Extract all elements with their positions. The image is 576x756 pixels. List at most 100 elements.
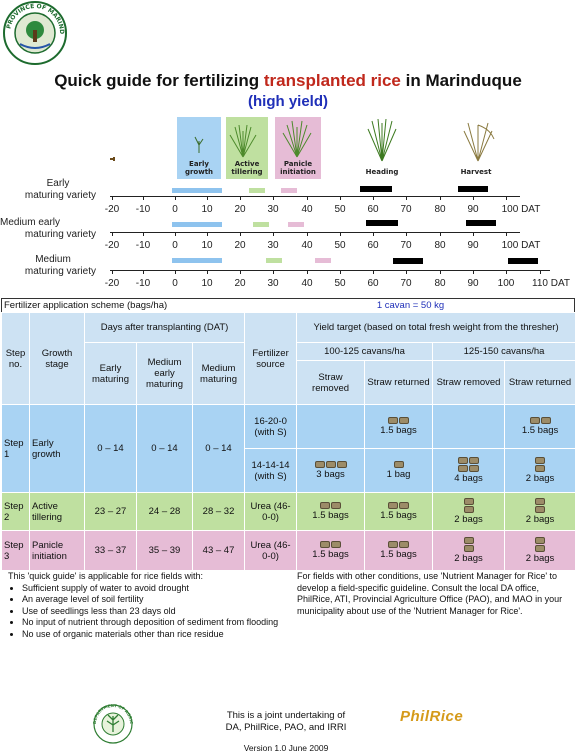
step2-fert: Urea (46-0-0) — [244, 492, 298, 531]
notes-left-intro: This 'quick guide' is applicable for ric… — [8, 571, 204, 581]
philrice-logo: PhilRice — [400, 708, 464, 725]
step3-stage: Panicle initiation — [29, 530, 85, 571]
header-yield-target: Yield target (based on total fresh weigh… — [296, 312, 576, 343]
header-growth-stage: Growth stage — [29, 312, 85, 405]
bar-medium-early-step3 — [288, 222, 304, 227]
fertilizer-table: Step no. Growth stage Days after transpl… — [1, 312, 576, 571]
stage-label-active-tillering: Active tillering — [231, 160, 263, 176]
bar-medium-step1 — [172, 258, 222, 263]
step1-b-cell2: 1 bag — [364, 448, 434, 493]
step2-cell1: 1.5 bags — [296, 492, 366, 531]
bag-icons — [320, 541, 342, 548]
title-prefix: Quick guide for fertilizing — [54, 71, 264, 90]
table-row-step2: Step 2 Active tillering 23 – 27 24 – 28 … — [1, 492, 576, 531]
stage-label-harvest: Harvest — [460, 168, 492, 176]
list-item: No input of nutrient through deposition … — [22, 617, 283, 629]
table-row-step3: Step 3 Panicle initiation 33 – 37 35 – 3… — [1, 530, 576, 571]
provincial-seal-logo: PROVINCE OF MARINDUQUE · OFFICIAL SEAL · — [0, 0, 67, 65]
step2-stage: Active tillering — [29, 492, 85, 531]
step1-medium-early: 0 – 14 — [136, 404, 193, 493]
bar-early-step2 — [249, 188, 265, 193]
cavan-conversion: 1 cavan = 50 kg — [376, 300, 445, 311]
header-straw-returned-2: Straw returned — [504, 360, 576, 405]
step1-medium: 0 – 14 — [191, 404, 246, 493]
notes-left: This 'quick guide' is applicable for ric… — [8, 571, 283, 640]
step1-a-cell3 — [432, 404, 506, 449]
header-yield-125-150: 125-150 cavans/ha — [432, 342, 576, 361]
department-of-agriculture-logo: DEPARTMENT OF AGRICULTURE — [90, 702, 134, 744]
bar-early-harvest — [458, 186, 488, 192]
header-fertilizer-source: Fertilizer source — [244, 312, 298, 405]
step2-medium-early: 24 – 28 — [136, 492, 193, 531]
step3-cell2: 1.5 bags — [364, 530, 434, 571]
timeline-label-early: Early maturing variety — [24, 178, 96, 201]
step3-cell1: 1.5 bags — [296, 530, 366, 571]
bag-icons — [314, 461, 347, 468]
bag-icons — [534, 498, 546, 513]
step2-early: 23 – 27 — [84, 492, 137, 531]
header-step-no: Step no. — [1, 312, 30, 405]
step2-medium: 28 – 32 — [191, 492, 246, 531]
step2-cell4: 2 bags — [504, 492, 576, 531]
table-row-step1b: 14-14-14 (with S) 3 bags 1 bag 4 bags 2 … — [2, 448, 576, 493]
step2-cell2: 1.5 bags — [364, 492, 434, 531]
step3-medium-early: 35 – 39 — [136, 530, 193, 571]
notes-left-list: Sufficient supply of water to avoid drou… — [8, 583, 283, 641]
stage-label-panicle-initiation: Panicle initiation — [280, 160, 316, 176]
scheme-header: Fertilizer application scheme (bags/ha) … — [1, 298, 575, 313]
list-item: Use of seedlings less than 23 days old — [22, 606, 283, 618]
step3-early: 33 – 37 — [84, 530, 137, 571]
joint-undertaking-text: This is a joint undertaking of DA, PhilR… — [225, 710, 347, 733]
bag-icons — [388, 541, 410, 548]
list-item: Sufficient supply of water to avoid drou… — [22, 583, 283, 595]
header-early-maturing: Early maturing — [84, 342, 137, 405]
table-row-step1a: Step 1 Early growth 0 – 14 0 – 14 0 – 14… — [1, 404, 576, 493]
bar-medium-step2 — [266, 258, 282, 263]
bag-icons — [463, 537, 475, 552]
header-days: Days after transplanting (DAT) — [83, 312, 246, 343]
header-medium-early-maturing: Medium early maturing — [136, 342, 193, 405]
step1-fert-a: 16-20-0 (with S) — [244, 404, 298, 449]
step3-cell4: 2 bags — [504, 530, 576, 571]
step3-fert: Urea (46-0-0) — [244, 530, 298, 571]
step1-b-cell3: 4 bags — [432, 448, 506, 493]
title-highlight: transplanted rice — [263, 71, 401, 90]
bag-icons — [534, 457, 546, 472]
title-suffix: in Marinduque — [400, 71, 522, 90]
bar-early-step3 — [281, 188, 297, 193]
notes-right: For fields with other conditions, use 'N… — [297, 571, 563, 616]
bag-icons — [388, 417, 410, 424]
ticks-early: -20 -10 0 10 20 30 40 50 60 70 80 90 100… — [0, 196, 576, 216]
step3-number: Step 3 — [1, 530, 30, 571]
version-text: Version 1.0 June 2009 — [243, 743, 329, 753]
stage-label-early-growth: Early growth — [184, 160, 214, 176]
bag-icons — [320, 502, 342, 509]
bag-icons — [529, 417, 551, 424]
header-straw-returned-1: Straw returned — [364, 360, 434, 405]
header-straw-removed-2: Straw removed — [432, 360, 506, 405]
header-yield-100-125: 100-125 cavans/ha — [296, 342, 434, 361]
bar-medium-heading — [393, 258, 423, 264]
bag-icons — [463, 498, 475, 513]
bar-medium-early-step1 — [172, 222, 222, 227]
bar-early-step1 — [172, 188, 222, 193]
rice-plant-stage-icons — [110, 118, 495, 162]
timeline-label-medium: Medium maturing variety — [24, 254, 96, 277]
header-straw-removed-1: Straw removed — [296, 360, 366, 405]
page-title: Quick guide for fertilizing transplanted… — [0, 70, 576, 92]
step1-a-cell4: 1.5 bags — [504, 404, 576, 449]
step1-b-cell1: 3 bags — [296, 448, 366, 493]
ticks-medium: -20 -10 0 10 20 30 40 50 60 70 80 90 100… — [0, 270, 576, 290]
stage-label-heading: Heading — [365, 168, 399, 176]
timeline-axis-early — [110, 196, 520, 197]
bar-medium-step3 — [315, 258, 331, 263]
page-subtitle: (high yield) — [248, 93, 328, 110]
step1-early: 0 – 14 — [84, 404, 137, 493]
timeline-label-medium-early: Medium early maturing variety — [0, 217, 96, 240]
bar-early-heading — [360, 186, 392, 192]
step3-medium: 43 – 47 — [191, 530, 246, 571]
step1-fert-b: 14-14-14 (with S) — [244, 448, 298, 493]
list-item: No use of organic materials other than r… — [22, 629, 283, 641]
bar-medium-early-harvest — [466, 220, 496, 226]
step3-cell3: 2 bags — [432, 530, 506, 571]
